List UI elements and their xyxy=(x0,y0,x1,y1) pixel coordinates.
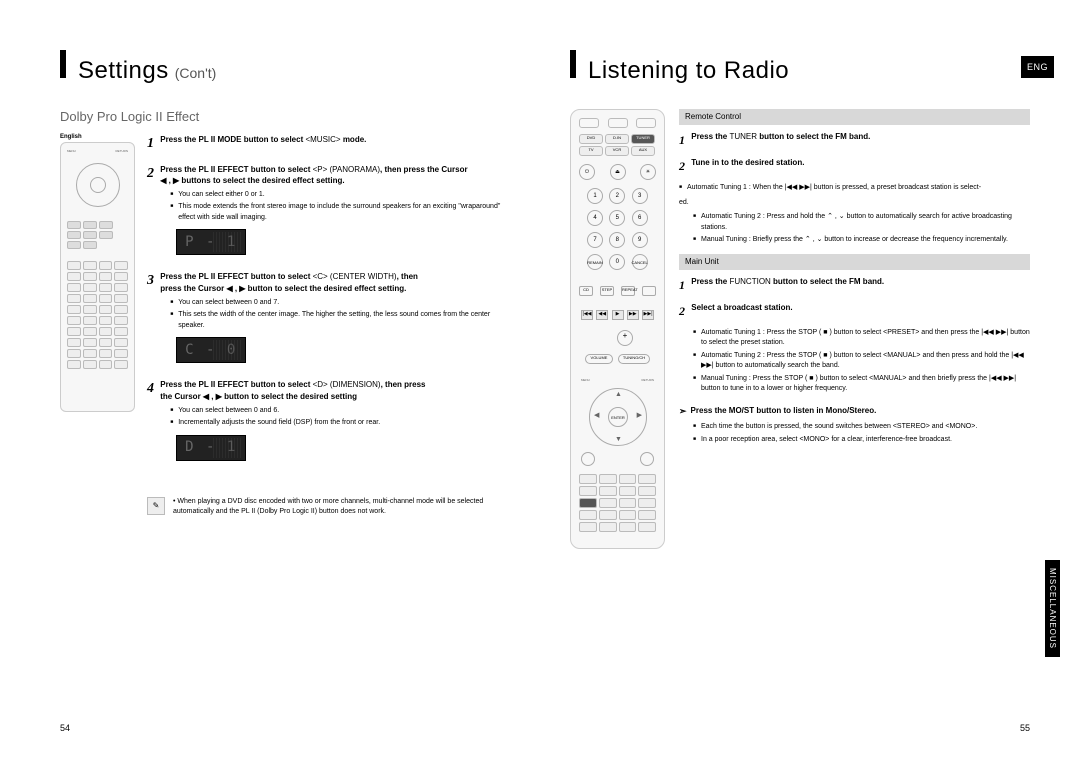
most-button-icon xyxy=(579,498,597,508)
remote-step-2: 2 Tune in to the desired station. xyxy=(679,157,1030,175)
mute-icon: + xyxy=(617,330,633,346)
eject-icon: ⏏ xyxy=(610,164,626,180)
skip-back-icon: |◀◀ xyxy=(581,310,593,320)
info-icon xyxy=(581,452,595,466)
step-4: 4 Press the PL II EFFECT button to selec… xyxy=(147,379,510,466)
exit-icon xyxy=(640,452,654,466)
page-title: Settings xyxy=(78,57,169,85)
remote-illustration-small: English MENU RETURN xyxy=(60,134,135,518)
subheading: Dolby Pro Logic II Effect xyxy=(60,109,510,124)
tuner-button-icon: TUNER xyxy=(631,134,655,144)
fwd-icon: ▶▶ xyxy=(627,310,639,320)
nav-dpad-icon xyxy=(76,163,120,207)
main-step-2: 2 Select a broadcast station. xyxy=(679,302,1030,320)
play-icon: ▶ xyxy=(612,310,624,320)
chevron-icon: ➣ xyxy=(679,405,687,419)
language-badge: ENG xyxy=(1021,56,1054,78)
page-number: 55 xyxy=(1020,723,1030,733)
rewind-icon: ◀◀ xyxy=(596,310,608,320)
enter-button-icon xyxy=(90,177,106,193)
steps-column: 1 Press the PL II MODE button to select … xyxy=(147,134,510,518)
note-icon: ✎ xyxy=(147,497,165,515)
power-icon: ⏻ xyxy=(579,164,595,180)
right-text-column: Remote Control 1 Press the TUNER button … xyxy=(679,109,1030,549)
segment-display: P - 1 xyxy=(176,229,246,255)
page-title-cont: (Con't) xyxy=(175,65,217,81)
remote-illustration-large: DVDD.INTUNER TVVCRAUX ⏻ ⏏ ☀ 123 456 789 … xyxy=(570,109,665,549)
most-heading: ➣ Press the MO/ST button to listen in Mo… xyxy=(679,405,1030,419)
page-left: Settings (Con't) Dolby Pro Logic II Effe… xyxy=(0,0,540,763)
page-title: Listening to Radio xyxy=(588,57,789,85)
heading-block: Settings (Con't) xyxy=(60,50,510,85)
page-number: 54 xyxy=(60,723,70,733)
nav-dpad-icon: ▲ ▼ ◀ ▶ ENTER xyxy=(589,388,647,446)
skip-fwd-icon: ▶▶| xyxy=(642,310,654,320)
heading-accent xyxy=(60,50,66,78)
section-label-remote: Remote Control xyxy=(679,109,1030,125)
heading-accent xyxy=(570,50,576,78)
section-label-main-unit: Main Unit xyxy=(679,254,1030,270)
segment-display: C - 0 xyxy=(176,337,246,363)
note-box: ✎ • When playing a DVD disc encoded with… xyxy=(147,497,510,518)
remote-step-1: 1 Press the TUNER button to select the F… xyxy=(679,131,1030,149)
enter-button-icon: ENTER xyxy=(608,407,628,427)
segment-display: D - 1 xyxy=(176,435,246,461)
dimmer-icon: ☀ xyxy=(640,164,656,180)
step-3: 3 Press the PL II EFFECT button to selec… xyxy=(147,271,510,369)
section-tab: MISCELLANEOUS xyxy=(1045,560,1060,657)
step-2: 2 Press the PL II EFFECT button to selec… xyxy=(147,164,510,262)
volume-rocker-icon: VOLUME xyxy=(585,354,613,364)
page-right: ENG MISCELLANEOUS Listening to Radio DVD… xyxy=(540,0,1080,763)
tuning-rocker-icon: TUNING/CH xyxy=(618,354,650,364)
main-step-1: 1 Press the FUNCTION button to select th… xyxy=(679,276,1030,294)
heading-block: Listening to Radio xyxy=(570,50,1030,85)
step-1: 1 Press the PL II MODE button to select … xyxy=(147,134,510,154)
